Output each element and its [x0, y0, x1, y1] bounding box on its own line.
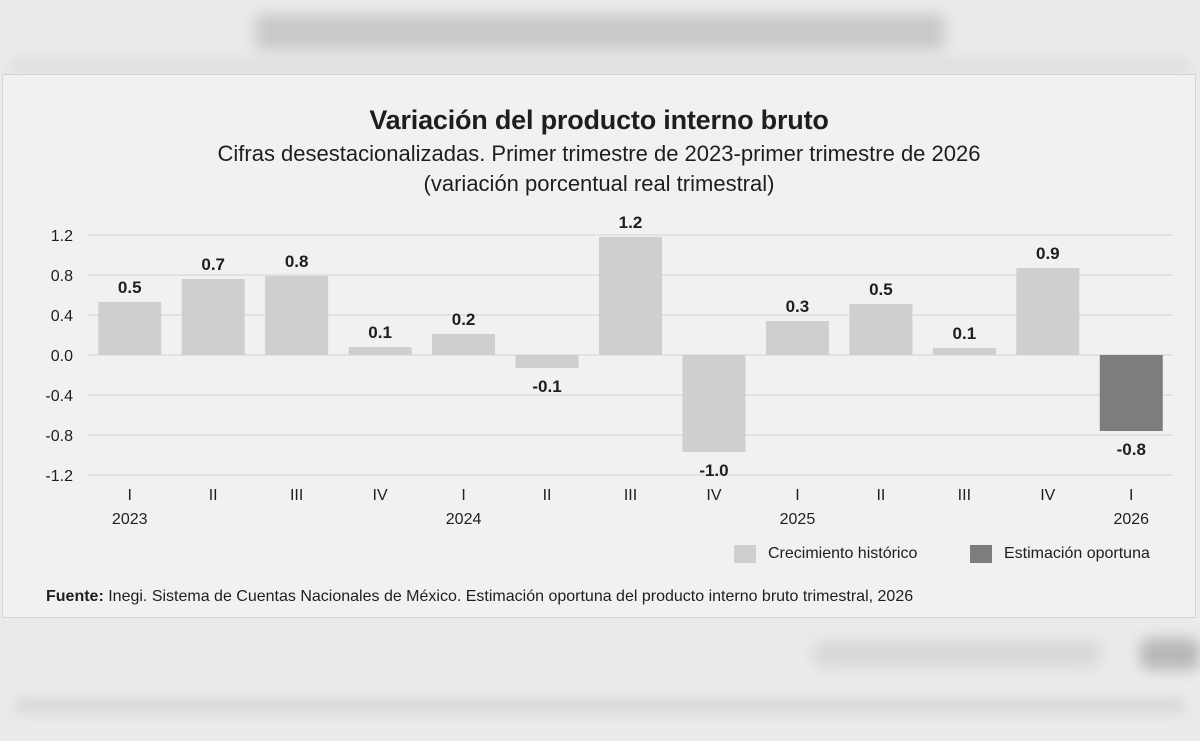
data-label: -0.8 — [1117, 440, 1146, 459]
year-label: 2026 — [1113, 511, 1149, 528]
data-label: 0.5 — [869, 280, 893, 299]
y-tick-label: -0.4 — [45, 388, 73, 405]
data-label: -1.0 — [699, 461, 728, 480]
x-tick-label: IV — [706, 487, 721, 504]
bar — [98, 302, 162, 355]
data-label: 0.9 — [1036, 244, 1060, 263]
x-tick-label: IV — [1040, 487, 1055, 504]
bar — [932, 348, 996, 355]
bar — [348, 347, 412, 355]
y-tick-label: -1.2 — [45, 468, 73, 485]
x-tick-label: I — [1129, 487, 1133, 504]
bar — [1016, 268, 1080, 355]
x-tick-label: III — [290, 487, 303, 504]
legend-swatch-estimate — [970, 545, 992, 563]
y-tick-label: 0.8 — [51, 268, 73, 285]
chart-card: Variación del producto interno bruto Cif… — [2, 74, 1196, 618]
bar — [432, 334, 496, 355]
data-label: 0.7 — [201, 255, 225, 274]
bar — [765, 321, 829, 355]
data-label: -0.1 — [532, 377, 561, 396]
bar — [1099, 355, 1163, 431]
x-tick-label: II — [543, 487, 552, 504]
bar — [682, 355, 746, 452]
legend-label-historic: Crecimiento histórico — [768, 545, 918, 562]
y-tick-label: 0.4 — [51, 308, 73, 325]
data-label: 0.3 — [786, 297, 810, 316]
x-tick-label: I — [461, 487, 465, 504]
bar — [849, 304, 913, 355]
source-label: Fuente: — [46, 588, 104, 605]
bar — [599, 237, 662, 355]
legend-swatch-historic — [734, 545, 756, 563]
legend-historic: Crecimiento histórico — [734, 545, 917, 563]
x-tick-label: I — [128, 487, 132, 504]
data-label: 0.2 — [452, 310, 476, 329]
data-label: 1.2 — [619, 213, 643, 232]
bar — [181, 279, 245, 355]
x-tick-label: II — [209, 487, 218, 504]
bar — [515, 355, 579, 368]
chart-subtitle: Cifras desestacionalizadas. Primer trime… — [217, 141, 981, 166]
data-label: 0.1 — [368, 323, 392, 342]
x-tick-label: IV — [373, 487, 388, 504]
y-tick-label: 0.0 — [51, 348, 73, 365]
x-tick-label: III — [958, 487, 971, 504]
background-controls — [0, 636, 1200, 672]
legend-estimate: Estimación oportuna — [970, 545, 1150, 563]
data-label: 0.8 — [285, 252, 309, 271]
source-text: Inegi. Sistema de Cuentas Nacionales de … — [103, 588, 914, 605]
source-note: Fuente: Inegi. Sistema de Cuentas Nacion… — [46, 588, 913, 606]
bar-chart: 1.20.80.40.0-0.4-0.8-1.20.5I20230.7II0.8… — [45, 213, 1173, 528]
background-heading — [0, 8, 1200, 56]
chart-title: Variación del producto interno bruto — [369, 105, 829, 135]
legend-label-estimate: Estimación oportuna — [1004, 545, 1150, 562]
data-label: 0.1 — [953, 324, 977, 343]
x-tick-label: III — [624, 487, 637, 504]
x-tick-label: I — [795, 487, 799, 504]
year-label: 2025 — [780, 511, 816, 528]
background-text-line — [0, 62, 1200, 72]
x-tick-label: II — [876, 487, 885, 504]
y-tick-label: -0.8 — [45, 428, 73, 445]
y-tick-label: 1.2 — [51, 228, 73, 245]
bar — [265, 276, 329, 355]
year-label: 2024 — [446, 511, 482, 528]
background-caption — [0, 700, 1200, 720]
year-label: 2023 — [112, 511, 148, 528]
data-label: 0.5 — [118, 278, 142, 297]
chart-unit: (variación porcentual real trimestral) — [423, 171, 775, 196]
